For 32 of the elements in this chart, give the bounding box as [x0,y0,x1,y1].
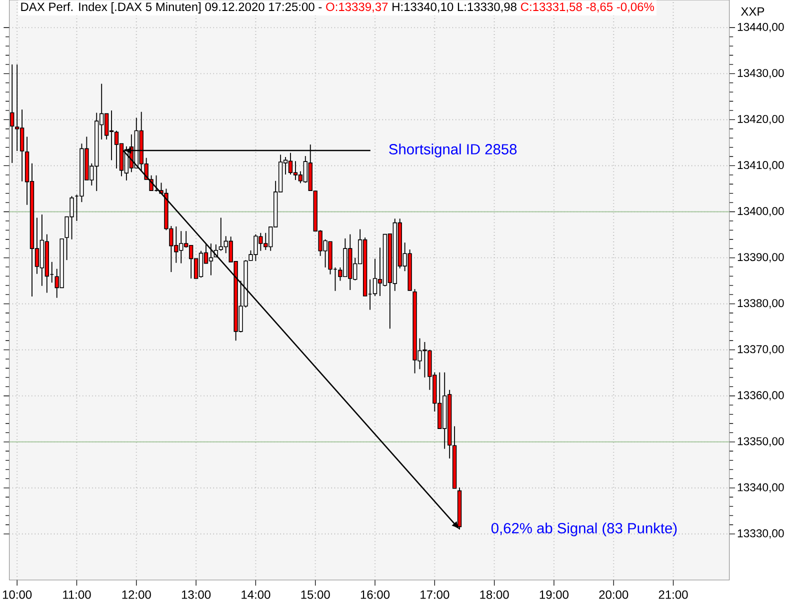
annotation: H:13340,10 L:13330,98 [392,2,516,12]
x-tick-label: 20:00 [599,590,628,599]
y-tick-label: 13420,00 [738,114,784,124]
y-tick-label: 13370,00 [738,345,784,355]
y-tick-label: 13390,00 [738,253,784,262]
y-tick-label: 13350,00 [738,437,784,447]
annotation: C:13331,58 -8,65 -0,06% [520,2,654,12]
chart-title: DAX Perf. Index [.DAX 5 Minuten] 09.12.2020 17:25:00 - [21,2,322,14]
y-tick-label: 13400,00 [738,207,784,216]
x-tick-label: 21:00 [658,590,688,599]
x-tick-label: 11:00 [63,590,91,599]
x-tick-label: 12:00 [122,590,151,599]
y-tick-label: 13340,00 [738,483,784,493]
candlestick [10,64,14,164]
y-tick-label: 13330,00 [738,529,784,539]
x-tick-label: 17:00 [420,590,450,599]
x-tick-label: 18:00 [480,590,509,599]
x-tick-label: 16:00 [360,590,390,599]
y-tick-label: 13360,00 [738,391,784,401]
annotation: 0,62% ab Signal (83 Punkte) [491,522,677,536]
y-tick-label: 13430,00 [738,68,784,78]
x-tick-label: 14:00 [242,590,270,599]
y-tick-label: 13410,00 [738,161,784,170]
x-tick-label: 10:00 [2,590,32,599]
x-tick-label: 15:00 [301,590,330,599]
y-tick-label: 13440,00 [738,22,784,32]
annotation: O:13339,37 [326,2,388,12]
x-tick-label: 13:00 [182,590,211,599]
x-tick-label: 19:00 [540,590,569,599]
y-axis-title: XXP [740,7,764,16]
y-tick-label: 13380,00 [738,299,784,308]
annotation: Shortsignal ID 2858 [389,144,517,158]
